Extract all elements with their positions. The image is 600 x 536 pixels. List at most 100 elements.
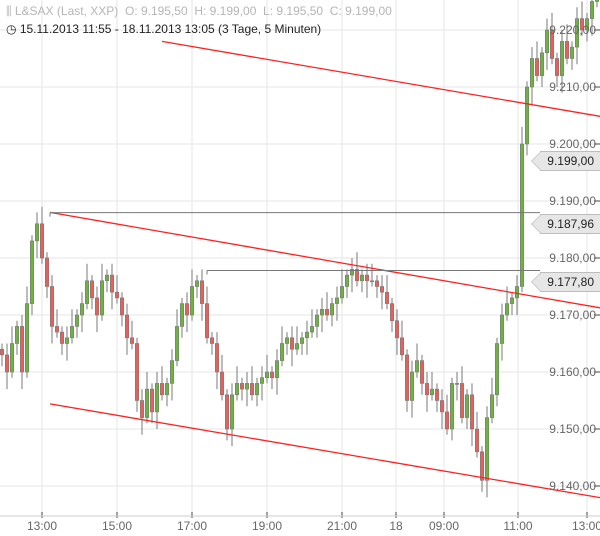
candle-body [245, 383, 250, 390]
y-tick-label: 9.190,00 [549, 194, 596, 208]
candle-body [115, 291, 120, 299]
candle-body [354, 269, 359, 282]
candle-body [394, 320, 399, 339]
x-tick-label: 11:00 [503, 519, 532, 533]
candle-body [15, 326, 20, 344]
candle-body [130, 337, 135, 344]
candle-body [29, 240, 34, 304]
candle-body [75, 314, 80, 327]
candle-body [429, 388, 434, 396]
candle-body [314, 314, 319, 327]
candle-body [145, 388, 150, 418]
candle-body [230, 394, 235, 430]
candle-body [80, 303, 85, 316]
y-tick-label: 9.220,00 [549, 23, 596, 37]
instrument-ohlc-line: ⫼ L&SAX (Last, XXP) O: 9.195,50 H: 9.199… [6, 4, 392, 19]
candle-body [594, 0, 599, 2]
axes: 9.220,00 9.210,00 9.200,00 9.190,00 9.180,00… [0, 23, 600, 533]
candle-body [494, 343, 499, 396]
candle-body [459, 383, 464, 418]
candle-body [165, 383, 170, 396]
candle-body [235, 383, 240, 396]
candle-body [155, 383, 160, 413]
candle-body [344, 274, 349, 287]
grid [0, 0, 598, 516]
candle-body [289, 337, 294, 350]
x-tick-label: 13:00 [27, 519, 57, 533]
candle-body [140, 400, 145, 418]
candle-body [39, 223, 44, 259]
candle-body [584, 18, 589, 31]
candle-body [225, 394, 230, 430]
candle-body [44, 257, 49, 287]
candle-body [70, 326, 75, 339]
candle-body [59, 331, 64, 344]
low-value: L: 9.195,50 [263, 4, 324, 18]
candle-body [195, 280, 200, 287]
x-tick-label: 15:00 [102, 519, 132, 533]
candle-body [579, 18, 584, 31]
candle-body [509, 297, 514, 304]
x-tick-label: 21:00 [327, 519, 357, 533]
candle-body [504, 303, 509, 316]
candle-body [404, 354, 409, 401]
candle-body [10, 343, 15, 373]
candle-body [374, 280, 379, 287]
candle-body [85, 280, 90, 304]
date-range: 15.11.2013 11:55 - 18.11.2013 13:05 (3 T… [19, 22, 322, 36]
candle-body [329, 303, 334, 316]
candle-body [135, 343, 140, 401]
x-tick-label: 09:00 [429, 519, 459, 533]
candle-body [100, 280, 105, 316]
candle-body [554, 58, 559, 76]
candle-body [294, 343, 299, 350]
open-value: O: 9.195,50 [124, 4, 188, 18]
price-tag-low-ref: 9.177,80 [531, 271, 600, 292]
date-range-line: ◷ 15.11.2013 11:55 - 18.11.2013 13:05 (3… [6, 22, 321, 36]
candle-body [484, 417, 489, 481]
candle-body [424, 383, 429, 396]
candle-body [105, 274, 110, 282]
candle-body [180, 303, 185, 327]
candle-body [449, 383, 454, 430]
candle-body [369, 280, 374, 283]
x-tick-label: 19:00 [252, 519, 282, 533]
candle-body [384, 291, 389, 304]
candle-body [419, 360, 424, 384]
candle-body [250, 383, 255, 396]
candle-body [339, 286, 344, 299]
candles [0, 0, 599, 498]
candle-body [279, 343, 284, 361]
candle-body [379, 286, 384, 293]
y-tick-label: 9.160,00 [549, 365, 596, 379]
trend-line [49, 403, 600, 499]
candle-body [304, 331, 309, 339]
price-tag-high-ref: 9.187,96 [531, 213, 600, 234]
candle-body [409, 371, 414, 401]
candle-body [125, 314, 130, 339]
candle-body [364, 274, 369, 282]
candle-body [359, 274, 364, 282]
candle-body [240, 383, 245, 390]
candle-body [264, 371, 269, 378]
candle-body [514, 286, 519, 299]
high-value: H: 9.199,00 [194, 4, 257, 18]
candle-body [589, 1, 594, 19]
candle-body [454, 383, 459, 385]
candle-body [259, 377, 264, 384]
candle-body [54, 326, 59, 333]
candle-body [24, 303, 29, 373]
x-tick-label: 17:00 [177, 519, 207, 533]
candle-body [284, 337, 289, 344]
close-value: C: 9.199,00 [329, 4, 392, 18]
candle-body [299, 337, 304, 344]
candle-body [200, 280, 205, 304]
candlestick-icon: ⫼ [6, 4, 12, 18]
candle-body [120, 297, 125, 316]
annotation-lines [49, 40, 600, 499]
trend-line [161, 40, 600, 117]
candle-body [274, 360, 279, 379]
candle-body [349, 269, 354, 276]
instrument-name: L&SAX (Last, XXP) [14, 4, 119, 18]
